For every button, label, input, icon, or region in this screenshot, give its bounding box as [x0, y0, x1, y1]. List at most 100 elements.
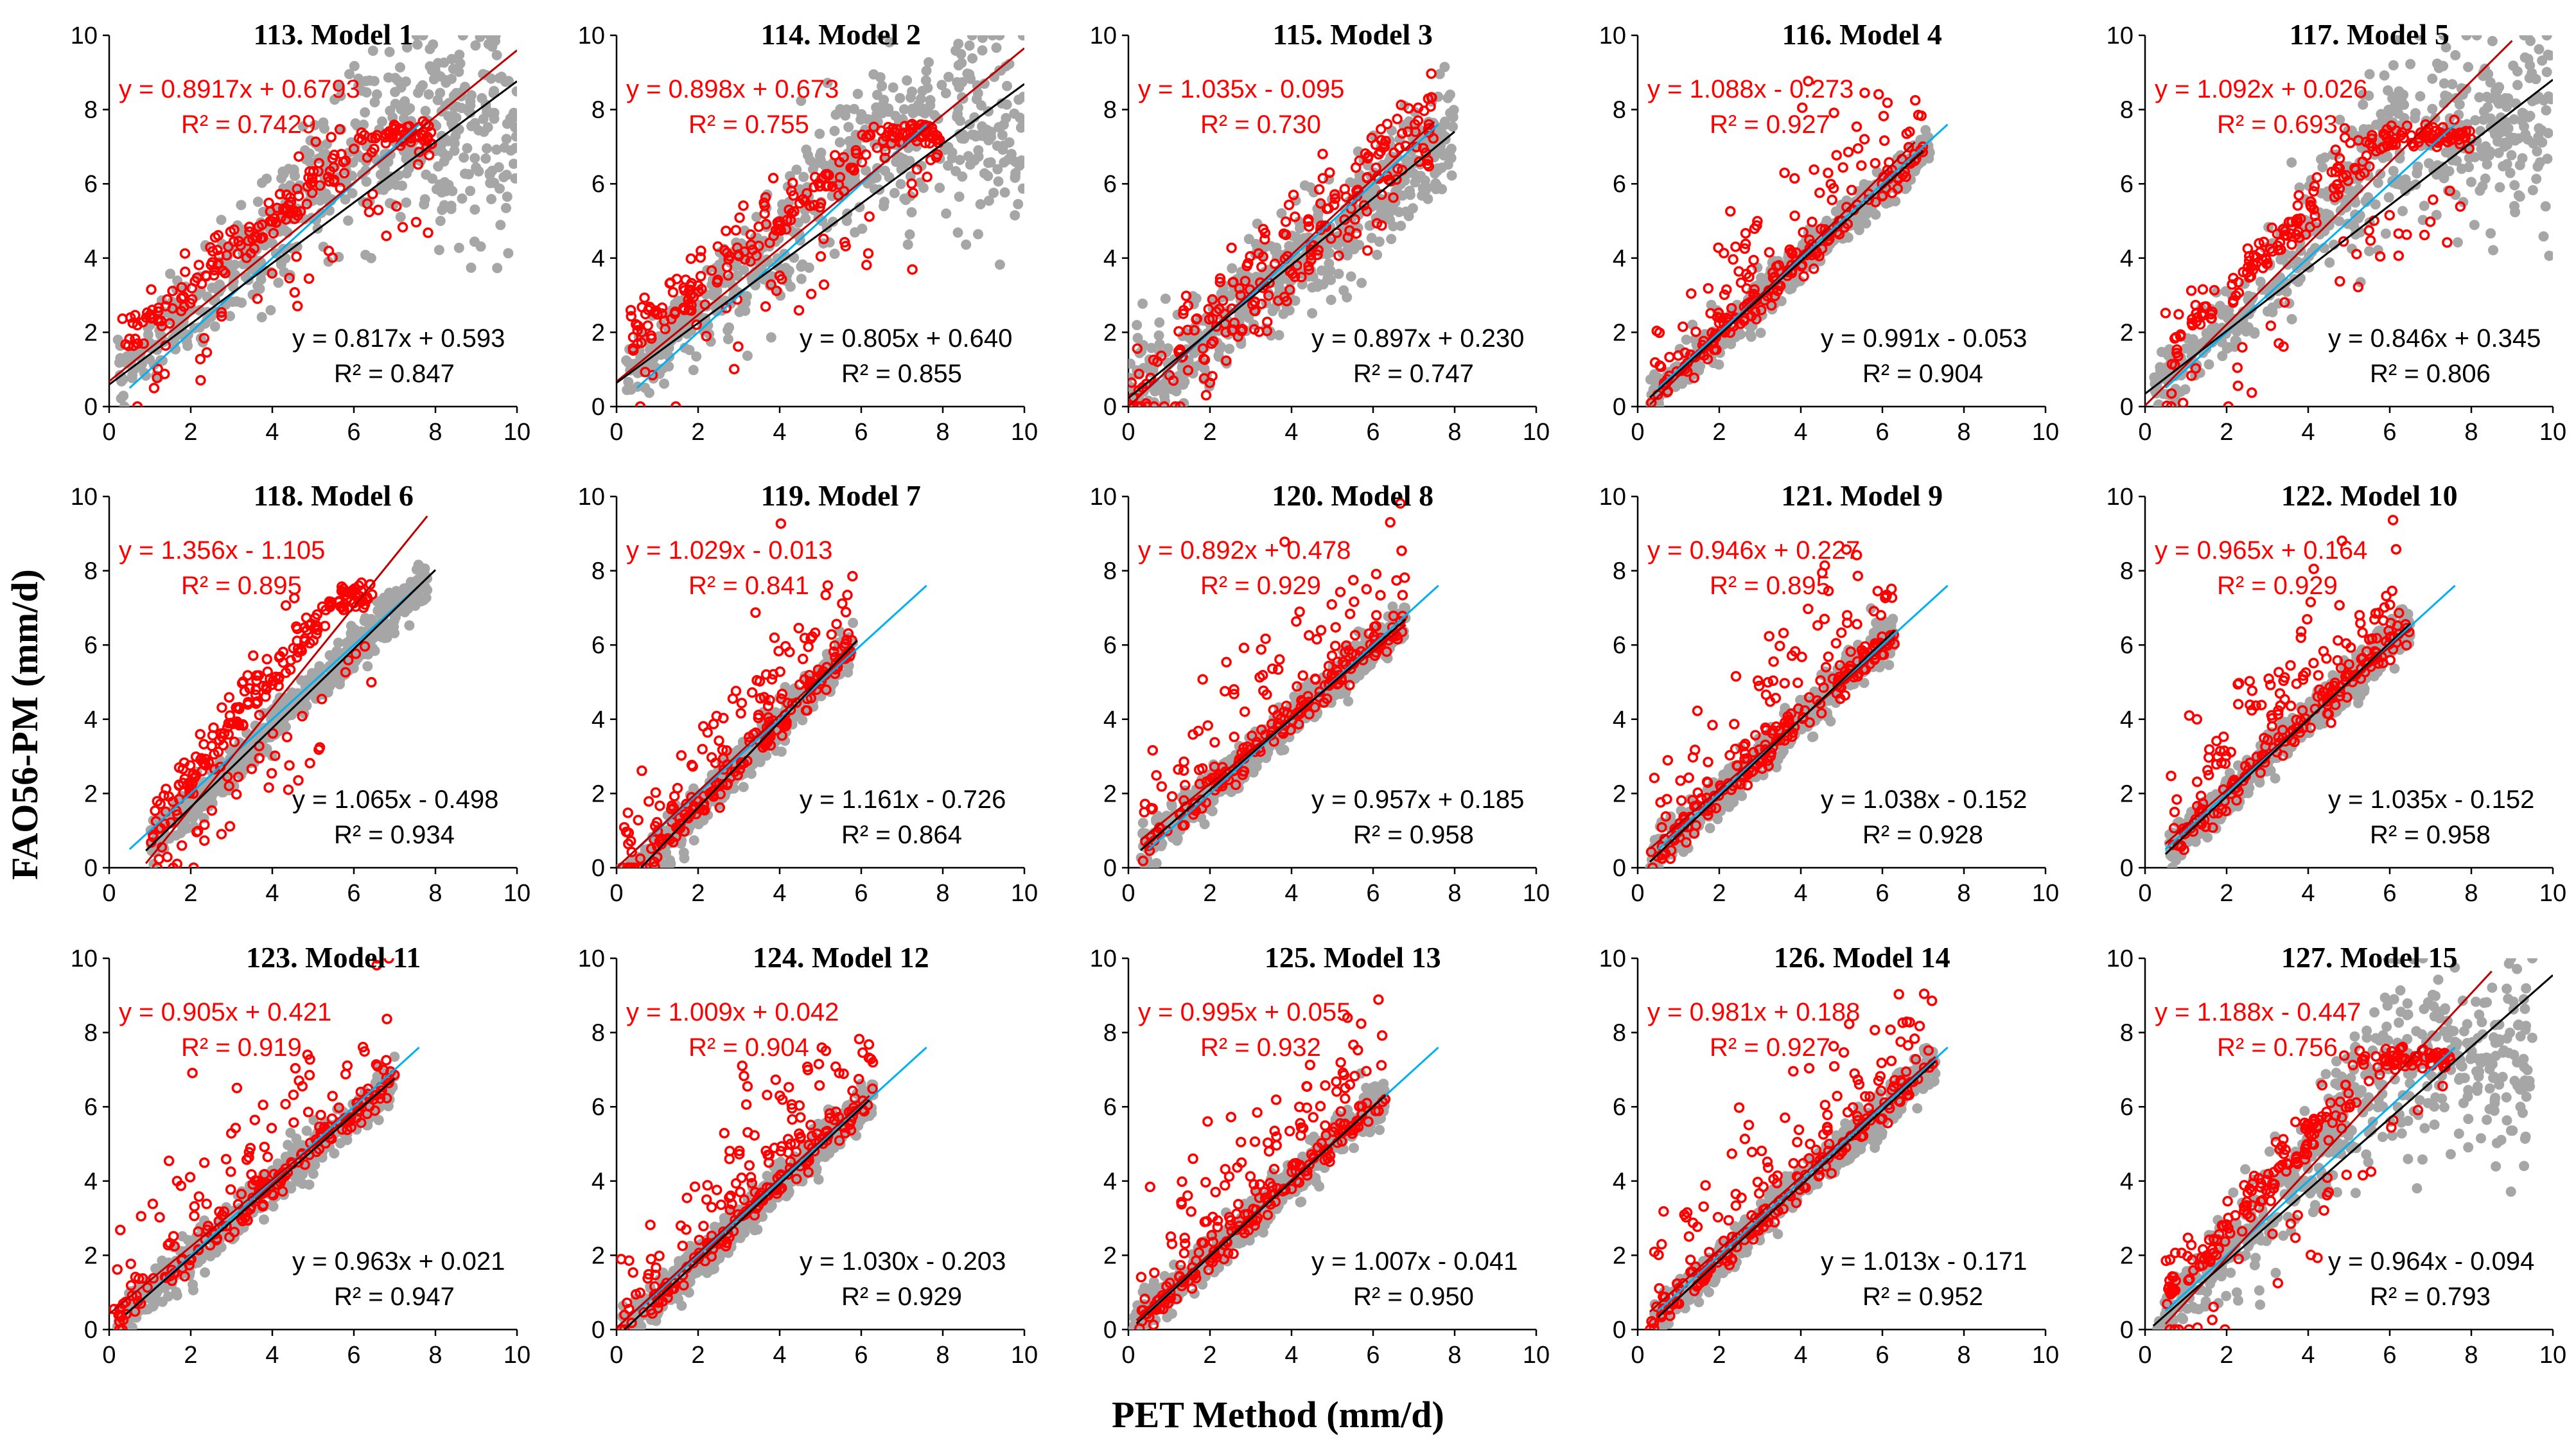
- gray-point: [446, 204, 457, 215]
- red-point: [760, 218, 772, 230]
- red-point: [297, 710, 308, 722]
- gray-point: [956, 49, 967, 60]
- gray-point: [956, 92, 967, 103]
- red-point: [2266, 222, 2277, 233]
- red-point: [234, 701, 245, 713]
- red-point: [925, 154, 936, 166]
- gray-point: [1326, 294, 1336, 305]
- red-point: [198, 739, 209, 750]
- red-point: [221, 250, 232, 261]
- y-tick-label: 8: [591, 558, 605, 585]
- red-point: [1804, 234, 1815, 245]
- one-to-one-line: [1148, 123, 1439, 389]
- red-point: [340, 667, 351, 678]
- y-tick-label: 2: [591, 780, 605, 807]
- gray-point: [868, 69, 879, 80]
- red-point: [1360, 148, 1371, 159]
- red-point: [1661, 374, 1673, 385]
- red-point: [1856, 160, 1867, 171]
- red-point: [1764, 247, 1775, 258]
- red-trend-line: [2145, 40, 2513, 407]
- red-point: [1178, 304, 1189, 316]
- gray-point: [2364, 246, 2374, 256]
- x-tick-label: 4: [1794, 419, 1807, 446]
- x-tick-label: 6: [347, 880, 360, 907]
- gray-point: [1397, 190, 1408, 201]
- gray-point: [1446, 170, 1457, 181]
- gray-point: [659, 378, 670, 389]
- gray-point: [2388, 60, 2399, 71]
- gray-point: [413, 87, 423, 98]
- gray-point: [993, 176, 1004, 187]
- gray-point: [2514, 160, 2525, 170]
- gray-point: [401, 42, 412, 53]
- gray-point: [801, 145, 812, 155]
- gray-point: [2508, 60, 2519, 71]
- gray-point: [2523, 53, 2534, 64]
- red-point: [864, 130, 876, 141]
- black-fit-equation: y = 1.065x - 0.498: [292, 786, 498, 814]
- gray-point: [377, 116, 387, 127]
- gray-point: [390, 179, 401, 190]
- black-fit-equation: y = 0.897x + 0.230: [1311, 324, 1524, 353]
- red-point: [324, 596, 335, 607]
- red-point: [659, 315, 670, 327]
- red-point: [366, 147, 378, 158]
- gray-point: [1213, 350, 1224, 361]
- red-fit-r2: R² = 0.7429: [181, 110, 316, 139]
- gray-point: [311, 215, 322, 225]
- red-point: [706, 265, 717, 276]
- gray-point: [999, 187, 1010, 198]
- red-point: [1766, 300, 1777, 311]
- gray-point: [2317, 162, 2328, 173]
- red-point: [907, 264, 918, 275]
- red-point: [182, 780, 193, 791]
- gray-point: [392, 75, 403, 86]
- red-point: [289, 592, 300, 604]
- y-tick-label: 0: [591, 394, 605, 421]
- red-point: [1380, 136, 1391, 146]
- gray-point: [300, 681, 311, 692]
- red-point: [764, 237, 775, 249]
- gray-point: [785, 281, 796, 292]
- gray-point: [465, 186, 476, 197]
- gray-point: [916, 161, 927, 171]
- red-point: [251, 675, 262, 686]
- red-point: [1859, 134, 1870, 145]
- gray-point: [943, 71, 954, 82]
- gray-point: [1719, 339, 1730, 349]
- red-point: [410, 216, 422, 228]
- red-point: [625, 304, 636, 316]
- red-point: [2258, 236, 2270, 247]
- red-point: [695, 252, 706, 263]
- red-point: [1846, 184, 1857, 196]
- red-point: [414, 132, 425, 143]
- gray-point: [360, 107, 371, 118]
- gray-point: [2415, 91, 2426, 101]
- red-point: [1350, 162, 1362, 173]
- red-point: [292, 183, 302, 195]
- red-point: [827, 181, 838, 192]
- red-point: [195, 728, 206, 740]
- red-point: [209, 232, 221, 243]
- gray-point: [1270, 246, 1281, 257]
- gray-point: [1137, 298, 1148, 309]
- y-tick-label: 2: [84, 780, 98, 807]
- x-tick-label: 4: [773, 880, 786, 907]
- red-point: [1148, 401, 1160, 407]
- gray-point: [485, 178, 496, 188]
- red-point: [1814, 187, 1825, 198]
- gray-point: [1439, 116, 1450, 127]
- red-point: [1245, 251, 1256, 262]
- gray-point: [2464, 152, 2475, 163]
- gray-point: [361, 87, 372, 98]
- red-point: [212, 245, 223, 256]
- gray-point: [410, 601, 421, 611]
- red-point: [285, 664, 296, 675]
- gray-point: [2524, 73, 2535, 83]
- red-point: [1128, 401, 1135, 407]
- red-point: [216, 307, 227, 318]
- gray-point: [491, 145, 502, 155]
- y-tick-label: 6: [591, 171, 605, 198]
